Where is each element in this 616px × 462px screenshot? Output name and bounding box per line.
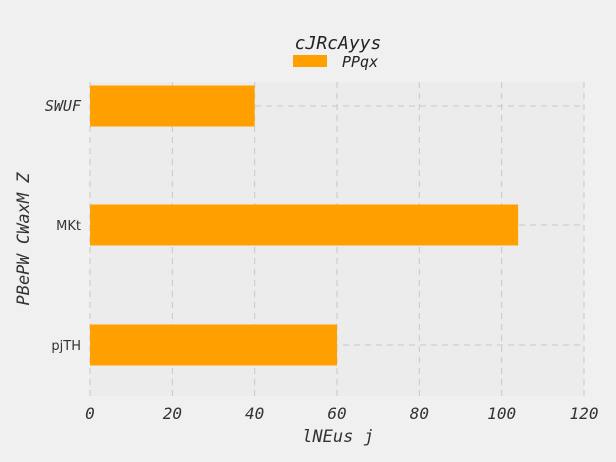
bar-pjth	[90, 324, 337, 366]
chart-title: cJRcAyys	[295, 33, 382, 54]
x-tick-labels: 0 20 40 60 80 100 120	[85, 404, 598, 423]
bars	[90, 85, 519, 366]
x-tick-label: 120	[570, 404, 599, 423]
x-tick-label: 60	[327, 404, 346, 423]
y-axis-label: PBePW CWaxM Z	[14, 172, 34, 306]
y-tick-label: MKt	[56, 219, 81, 234]
x-tick-label: 0	[85, 404, 95, 423]
x-tick-label: 40	[245, 404, 264, 423]
x-tick-label: 80	[410, 404, 429, 423]
y-tick-label: pjTH	[51, 339, 81, 354]
legend-swatch	[293, 55, 327, 67]
y-tick-labels: SWUF MKt pjTH	[45, 97, 82, 354]
x-tick-label: 20	[163, 404, 182, 423]
bar-swuf	[90, 85, 255, 127]
x-tick-label: 100	[487, 404, 516, 423]
legend: PPqx	[293, 53, 378, 71]
y-tick-label: SWUF	[45, 97, 82, 115]
bar-mkt	[90, 204, 519, 246]
x-axis-label: lNEus j	[302, 427, 374, 447]
legend-entry: PPqx	[342, 53, 378, 71]
